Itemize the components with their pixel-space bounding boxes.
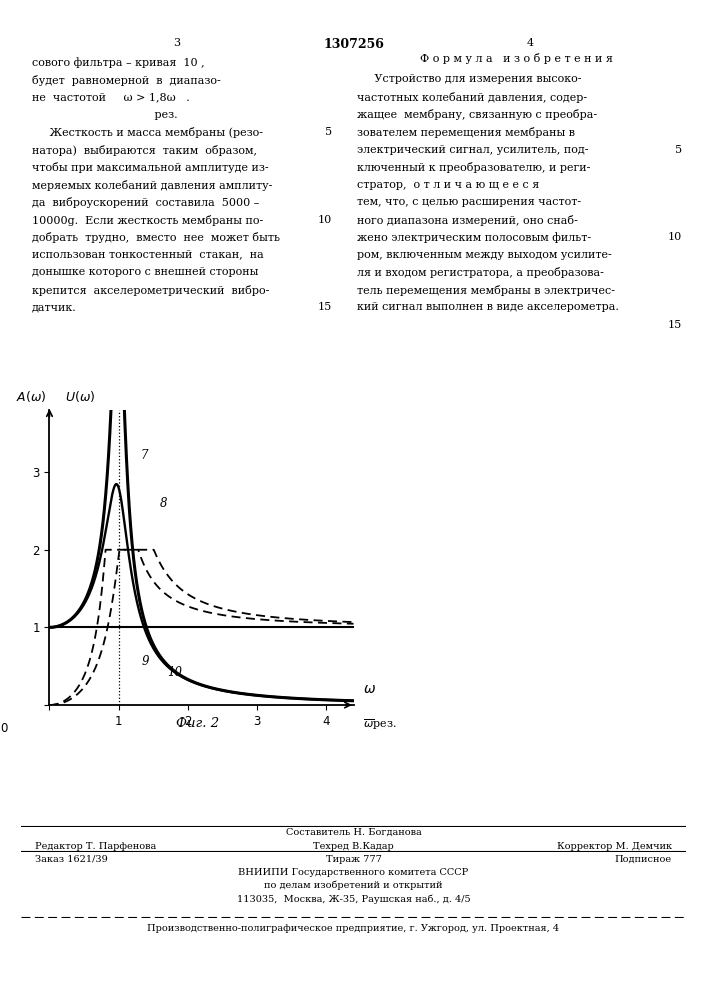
- Text: не  частотой     ω > 1,8ω   .: не частотой ω > 1,8ω .: [32, 92, 189, 102]
- Text: 15: 15: [318, 302, 332, 312]
- Text: ключенный к преобразователю, и реги-: ключенный к преобразователю, и реги-: [357, 162, 590, 173]
- Text: Фиг. 2: Фиг. 2: [177, 717, 219, 730]
- Text: 113035,  Москва, Ж-35, Раушская наб., д. 4/5: 113035, Москва, Ж-35, Раушская наб., д. …: [237, 894, 470, 904]
- Text: 0: 0: [0, 722, 8, 735]
- Text: 4: 4: [527, 38, 534, 48]
- Text: $\overline{\omega}$рез.: $\overline{\omega}$рез.: [363, 717, 396, 732]
- Text: электрический сигнал, усилитель, под-: электрический сигнал, усилитель, под-: [357, 145, 588, 155]
- Text: 7: 7: [141, 449, 148, 462]
- Text: 15: 15: [668, 320, 682, 330]
- Text: 5: 5: [675, 145, 682, 155]
- Text: Производственно-полиграфическое предприятие, г. Ужгород, ул. Проектная, 4: Производственно-полиграфическое предприя…: [148, 924, 559, 933]
- Text: 1307256: 1307256: [323, 38, 384, 51]
- Text: 5: 5: [325, 127, 332, 137]
- Text: Техред В.Кадар: Техред В.Кадар: [313, 842, 394, 851]
- Text: жащее  мембрану, связанную с преобра-: жащее мембрану, связанную с преобра-: [357, 109, 597, 120]
- Text: по делам изобретений и открытий: по делам изобретений и открытий: [264, 881, 443, 890]
- Text: да  виброускорений  составила  5000 –: да виброускорений составила 5000 –: [32, 197, 259, 208]
- Text: 10: 10: [668, 232, 682, 242]
- Text: использован тонкостенный  стакан,  на: использован тонкостенный стакан, на: [32, 249, 264, 259]
- Text: $\omega$: $\omega$: [363, 682, 375, 696]
- Text: натора)  выбираются  таким  образом,: натора) выбираются таким образом,: [32, 145, 257, 156]
- Text: Тираж 777: Тираж 777: [325, 855, 382, 864]
- Text: Жесткость и масса мембраны (резо-: Жесткость и масса мембраны (резо-: [32, 127, 263, 138]
- Text: 3: 3: [173, 38, 180, 48]
- Text: будет  равномерной  в  диапазо-: будет равномерной в диапазо-: [32, 75, 221, 86]
- Text: 9: 9: [141, 655, 149, 668]
- Text: Подписное: Подписное: [614, 855, 672, 864]
- Text: ного диапазона измерений, оно снаб-: ного диапазона измерений, оно снаб-: [357, 215, 578, 226]
- Text: стратор,  о т л и ч а ю щ е е с я: стратор, о т л и ч а ю щ е е с я: [357, 180, 539, 190]
- Text: рез.: рез.: [32, 109, 177, 119]
- Text: Составитель Н. Богданова: Составитель Н. Богданова: [286, 828, 421, 837]
- Text: зователем перемещения мембраны в: зователем перемещения мембраны в: [357, 127, 575, 138]
- Text: Корректор М. Демчик: Корректор М. Демчик: [556, 842, 672, 851]
- Text: жено электрическим полосовым фильт-: жено электрическим полосовым фильт-: [357, 232, 591, 243]
- Text: датчик.: датчик.: [32, 302, 76, 312]
- Text: 10: 10: [167, 666, 182, 679]
- Text: меряемых колебаний давления амплиту-: меряемых колебаний давления амплиту-: [32, 180, 272, 191]
- Text: ром, включенным между выходом усилите-: ром, включенным между выходом усилите-: [357, 249, 612, 259]
- Text: Ф о р м у л а   и з о б р е т е н и я: Ф о р м у л а и з о б р е т е н и я: [420, 53, 612, 64]
- Text: $A(\omega)$: $A(\omega)$: [16, 389, 47, 404]
- Text: Заказ 1621/39: Заказ 1621/39: [35, 855, 108, 864]
- Text: Редактор Т. Парфенова: Редактор Т. Парфенова: [35, 842, 156, 851]
- Text: $U(\omega)$: $U(\omega)$: [65, 389, 95, 404]
- Text: сового фильтра – кривая  10 ,: сового фильтра – кривая 10 ,: [32, 57, 204, 68]
- Text: чтобы при максимальной амплитуде из-: чтобы при максимальной амплитуде из-: [32, 162, 269, 173]
- Text: добрать  трудно,  вместо  нее  может быть: добрать трудно, вместо нее может быть: [32, 232, 280, 243]
- Text: крепится  акселерометрический  вибро-: крепится акселерометрический вибро-: [32, 285, 269, 296]
- Text: частотных колебаний давления, содер-: частотных колебаний давления, содер-: [357, 92, 587, 103]
- Text: ля и входом регистратора, а преобразова-: ля и входом регистратора, а преобразова-: [357, 267, 604, 278]
- Text: ВНИИПИ Государственного комитета СССР: ВНИИПИ Государственного комитета СССР: [238, 868, 469, 877]
- Text: 10: 10: [318, 215, 332, 225]
- Text: Устройство для измерения высоко-: Устройство для измерения высоко-: [357, 75, 582, 85]
- Text: тель перемещения мембраны в электричес-: тель перемещения мембраны в электричес-: [357, 285, 615, 296]
- Text: 10000g.  Если жесткость мембраны по-: 10000g. Если жесткость мембраны по-: [32, 215, 263, 226]
- Text: тем, что, с целью расширения частот-: тем, что, с целью расширения частот-: [357, 197, 581, 207]
- Text: 8: 8: [160, 497, 168, 510]
- Text: кий сигнал выполнен в виде акселерометра.: кий сигнал выполнен в виде акселерометра…: [357, 302, 619, 312]
- Text: донышке которого с внешней стороны: донышке которого с внешней стороны: [32, 267, 258, 277]
